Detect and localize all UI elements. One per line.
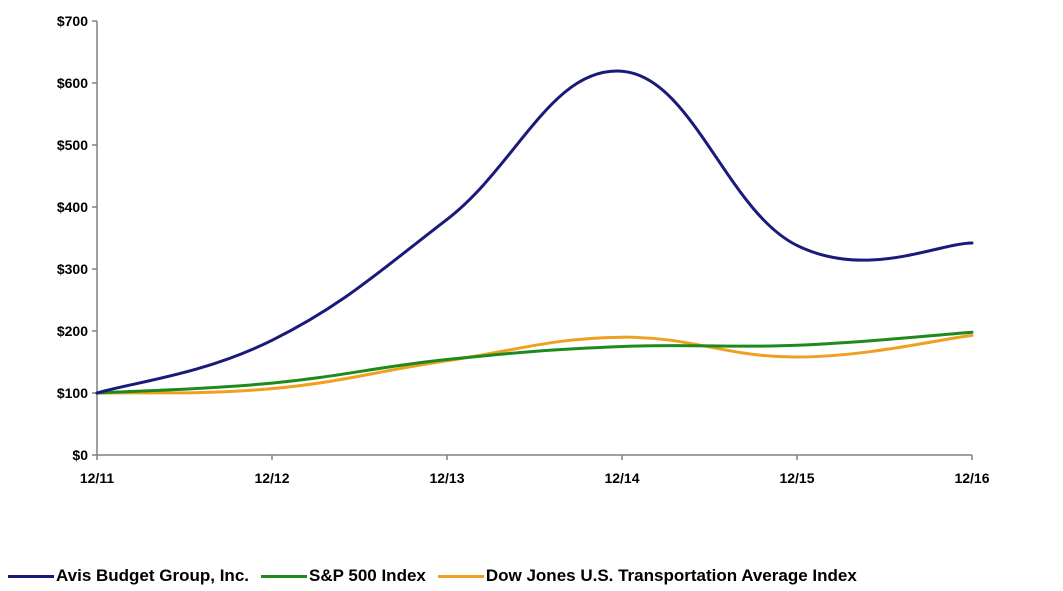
y-tick-label: $400 [57,199,88,215]
y-tick-label: $0 [72,447,88,463]
series-line-sp500 [95,330,974,395]
legend-swatch-dow-jones [437,574,484,578]
y-tick-label: $500 [57,137,88,153]
series-layer [95,69,974,395]
y-tick-label: $100 [57,385,88,401]
y-tick-label: $600 [57,75,88,91]
legend-label-avis: Avis Budget Group, Inc. [56,566,249,585]
x-tick-label: 12/15 [779,470,814,486]
legend-item-sp500: S&P 500 Index [261,566,426,586]
x-tick-label: 12/16 [954,470,989,486]
series-line-dow-jones [95,333,974,395]
x-tick-label: 12/14 [604,470,639,486]
legend-label-dow-jones: Dow Jones U.S. Transportation Average In… [485,566,857,585]
legend-item-avis: Avis Budget Group, Inc. [8,566,249,586]
x-tick-label: 12/13 [429,470,464,486]
legend-label-sp500: S&P 500 Index [309,566,426,585]
legend-swatch-avis [8,574,54,578]
legend-swatch-sp500 [261,574,307,578]
y-tick-label: $200 [57,323,88,339]
legend: Avis Budget Group, Inc. S&P 500 Index Do… [8,566,869,586]
legend-item-dow-jones: Dow Jones U.S. Transportation Average In… [437,566,857,586]
axes: $0 $100 $200 $300 $400 $500 $600 $700 12/11 12/12… [57,13,990,486]
series-line-avis [95,69,974,395]
x-tick-label: 12/12 [254,470,289,486]
y-tick-label: $300 [57,261,88,277]
line-chart-plot: $0 $100 $200 $300 $400 $500 $600 $700 12/11 12/12… [57,13,990,486]
x-tick-label: 12/11 [80,470,114,486]
y-tick-label: $700 [57,13,88,29]
